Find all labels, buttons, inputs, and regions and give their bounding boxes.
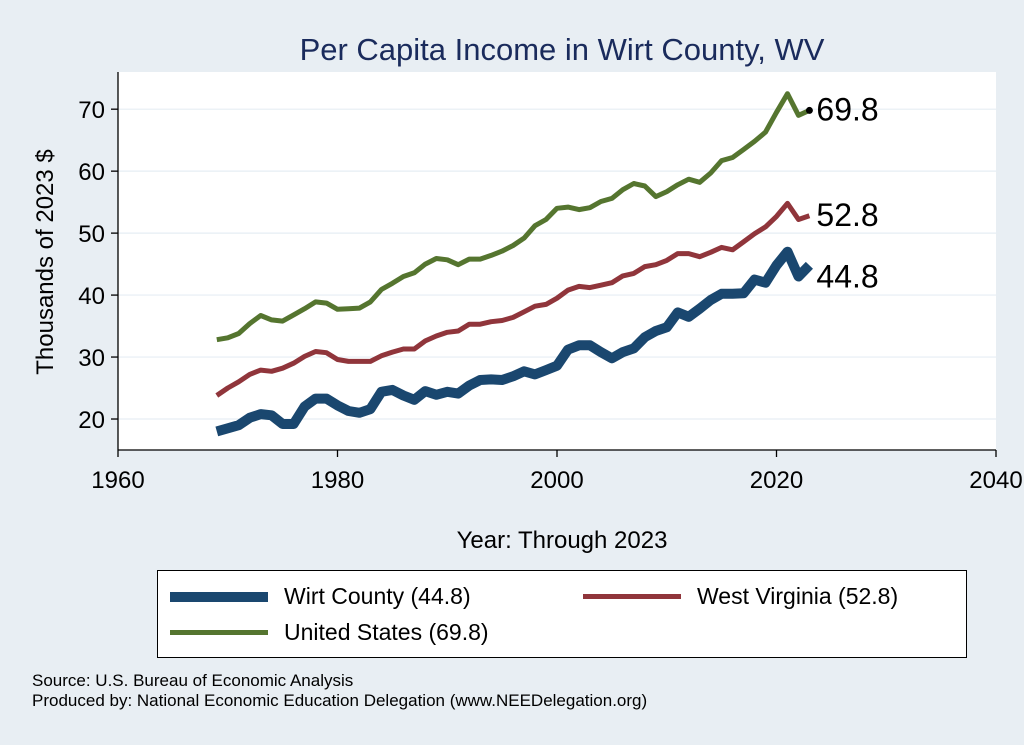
end-label-wirt-county: 44.8 — [816, 258, 878, 294]
series-line-united-states — [216, 91, 811, 343]
series-line-west-virginia — [215, 200, 811, 398]
series-line-wirt-county — [215, 246, 813, 437]
y-tick-label: 30 — [78, 345, 105, 372]
x-tick-label: 2000 — [530, 467, 583, 494]
producer-note: Produced by: National Economic Education… — [32, 691, 648, 710]
end-labels: 44.8 52.8 69.8 — [805, 91, 879, 294]
end-label-united-states: 69.8 — [816, 91, 878, 127]
legend-swatch-united-states — [170, 630, 268, 635]
legend-label-west-virginia: West Virginia (52.8) — [697, 583, 899, 609]
series-lines — [215, 91, 813, 437]
y-tick-label: 50 — [78, 221, 105, 248]
x-tick-label: 1980 — [311, 467, 364, 494]
source-note: Source: U.S. Bureau of Economic Analysis — [32, 671, 354, 690]
y-tick-label: 60 — [78, 159, 105, 186]
legend-swatch-west-virginia — [583, 594, 681, 599]
legend-item-united-states: United States (69.8) — [170, 619, 489, 646]
end-marker-united-states — [805, 106, 813, 114]
x-tick-label: 2040 — [969, 467, 1022, 494]
chart-title: Per Capita Income in Wirt County, WV — [300, 32, 825, 67]
x-tick-label: 1960 — [91, 467, 144, 494]
axes: 20 30 40 50 60 70 1960 1980 2000 2020 2040 — [78, 72, 1023, 494]
legend: Wirt County (44.8) West Virginia (52.8) … — [157, 570, 967, 658]
x-axis-title: Year: Through 2023 — [457, 527, 668, 554]
line-chart: Per Capita Income in Wirt County, WV 20 3… — [32, 32, 1023, 554]
x-tick-label: 2020 — [750, 467, 803, 494]
legend-label-wirt-county: Wirt County (44.8) — [284, 583, 471, 609]
y-axis-title: Thousands of 2023 $ — [32, 149, 59, 375]
legend-swatch-wirt-county — [170, 591, 268, 602]
legend-item-west-virginia: West Virginia (52.8) — [583, 583, 898, 610]
legend-item-wirt-county: Wirt County (44.8) — [170, 583, 471, 610]
end-label-west-virginia: 52.8 — [816, 197, 878, 233]
legend-label-united-states: United States (69.8) — [284, 619, 489, 645]
y-tick-label: 40 — [78, 283, 105, 310]
y-tick-label: 70 — [78, 97, 105, 124]
plot-area — [118, 72, 996, 450]
y-tick-label: 20 — [78, 407, 105, 434]
